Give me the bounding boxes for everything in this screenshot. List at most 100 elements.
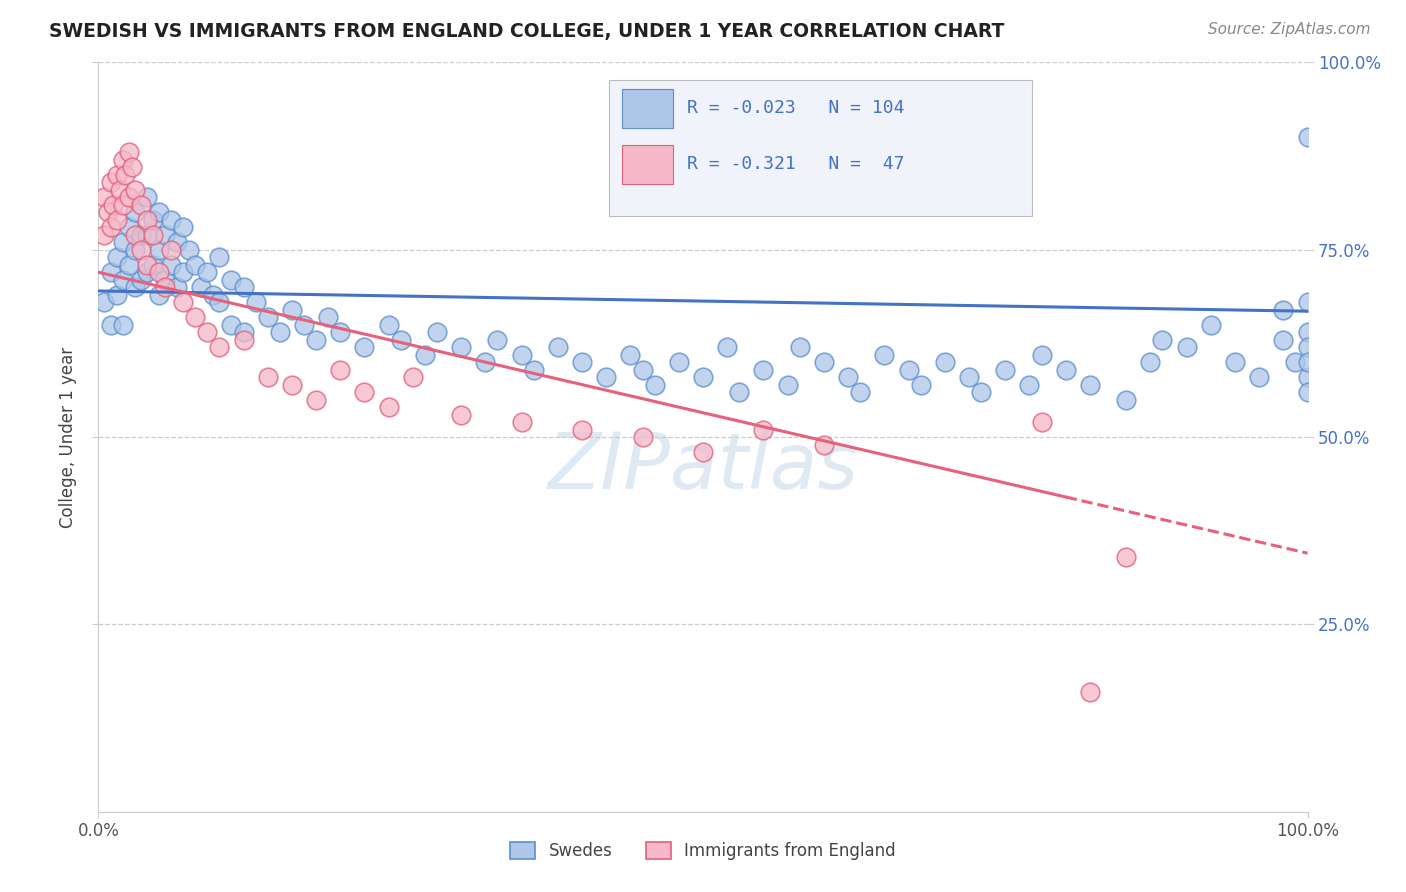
Point [124, 205, 146, 219]
Point [389, 333, 412, 347]
Point [849, 385, 872, 400]
Point [105, 250, 128, 264]
Point [523, 362, 546, 376]
Point [129, 273, 152, 287]
Point [101, 198, 124, 212]
Point [232, 280, 254, 294]
Point [100, 318, 122, 332]
Point [153, 280, 176, 294]
Point [108, 183, 131, 197]
Point [121, 161, 143, 175]
Point [256, 310, 278, 325]
Point [100, 265, 122, 279]
Point [135, 265, 157, 279]
Point [1296, 325, 1319, 339]
Point [256, 370, 278, 384]
Point [353, 340, 375, 354]
Point [179, 243, 201, 257]
Point [1054, 362, 1077, 376]
FancyBboxPatch shape [621, 145, 672, 184]
Y-axis label: College, Under 1 year: College, Under 1 year [59, 346, 77, 528]
Point [269, 325, 291, 339]
Point [148, 205, 170, 219]
Point [595, 370, 617, 384]
Point [752, 423, 775, 437]
Point [195, 325, 218, 339]
Point [692, 370, 714, 384]
Point [934, 355, 956, 369]
Text: R = -0.321   N =  47: R = -0.321 N = 47 [688, 155, 905, 173]
Point [135, 258, 157, 272]
Point [118, 220, 141, 235]
Point [1139, 355, 1161, 369]
Point [1284, 355, 1306, 369]
Point [329, 362, 352, 376]
Point [716, 340, 738, 354]
Point [450, 408, 472, 422]
Point [114, 168, 136, 182]
Point [111, 153, 134, 167]
Point [124, 183, 146, 197]
Point [1018, 377, 1040, 392]
Point [281, 302, 304, 317]
Point [129, 227, 152, 242]
Point [166, 280, 188, 294]
Point [184, 310, 207, 325]
Point [957, 370, 980, 384]
Point [232, 325, 254, 339]
Point [970, 385, 993, 400]
Point [172, 220, 194, 235]
Point [124, 243, 146, 257]
Point [93, 190, 115, 204]
Point [329, 325, 352, 339]
Point [148, 287, 170, 301]
Point [190, 280, 212, 294]
FancyBboxPatch shape [609, 79, 1032, 216]
Point [668, 355, 690, 369]
Point [111, 198, 134, 212]
Point [172, 295, 194, 310]
Point [789, 340, 811, 354]
Point [221, 318, 243, 332]
Point [510, 415, 533, 429]
Point [644, 377, 666, 392]
Point [1296, 295, 1319, 310]
Point [1115, 392, 1137, 407]
Point [571, 355, 593, 369]
Point [148, 243, 170, 257]
Point [221, 273, 243, 287]
Point [1115, 549, 1137, 564]
Point [166, 235, 188, 250]
Point [547, 340, 569, 354]
Point [111, 273, 134, 287]
Point [1031, 415, 1053, 429]
Point [93, 227, 115, 242]
Point [184, 258, 207, 272]
Point [619, 348, 641, 362]
Point [195, 265, 218, 279]
Point [1031, 348, 1053, 362]
Point [118, 190, 141, 204]
Point [571, 423, 593, 437]
Point [153, 273, 176, 287]
Point [413, 348, 436, 362]
Point [124, 227, 146, 242]
Point [105, 168, 128, 182]
Point [910, 377, 932, 392]
Point [129, 198, 152, 212]
Point [813, 437, 835, 451]
Point [129, 243, 152, 257]
Text: SWEDISH VS IMMIGRANTS FROM ENGLAND COLLEGE, UNDER 1 YEAR CORRELATION CHART: SWEDISH VS IMMIGRANTS FROM ENGLAND COLLE… [49, 22, 1004, 41]
Point [111, 235, 134, 250]
Point [305, 333, 328, 347]
Text: ZIPatlas: ZIPatlas [547, 429, 859, 505]
Point [1078, 685, 1101, 699]
Point [1296, 340, 1319, 354]
Point [160, 243, 183, 257]
FancyBboxPatch shape [621, 88, 672, 128]
Point [148, 265, 170, 279]
Point [142, 258, 165, 272]
Point [208, 340, 231, 354]
Point [135, 227, 157, 242]
Point [160, 212, 183, 227]
